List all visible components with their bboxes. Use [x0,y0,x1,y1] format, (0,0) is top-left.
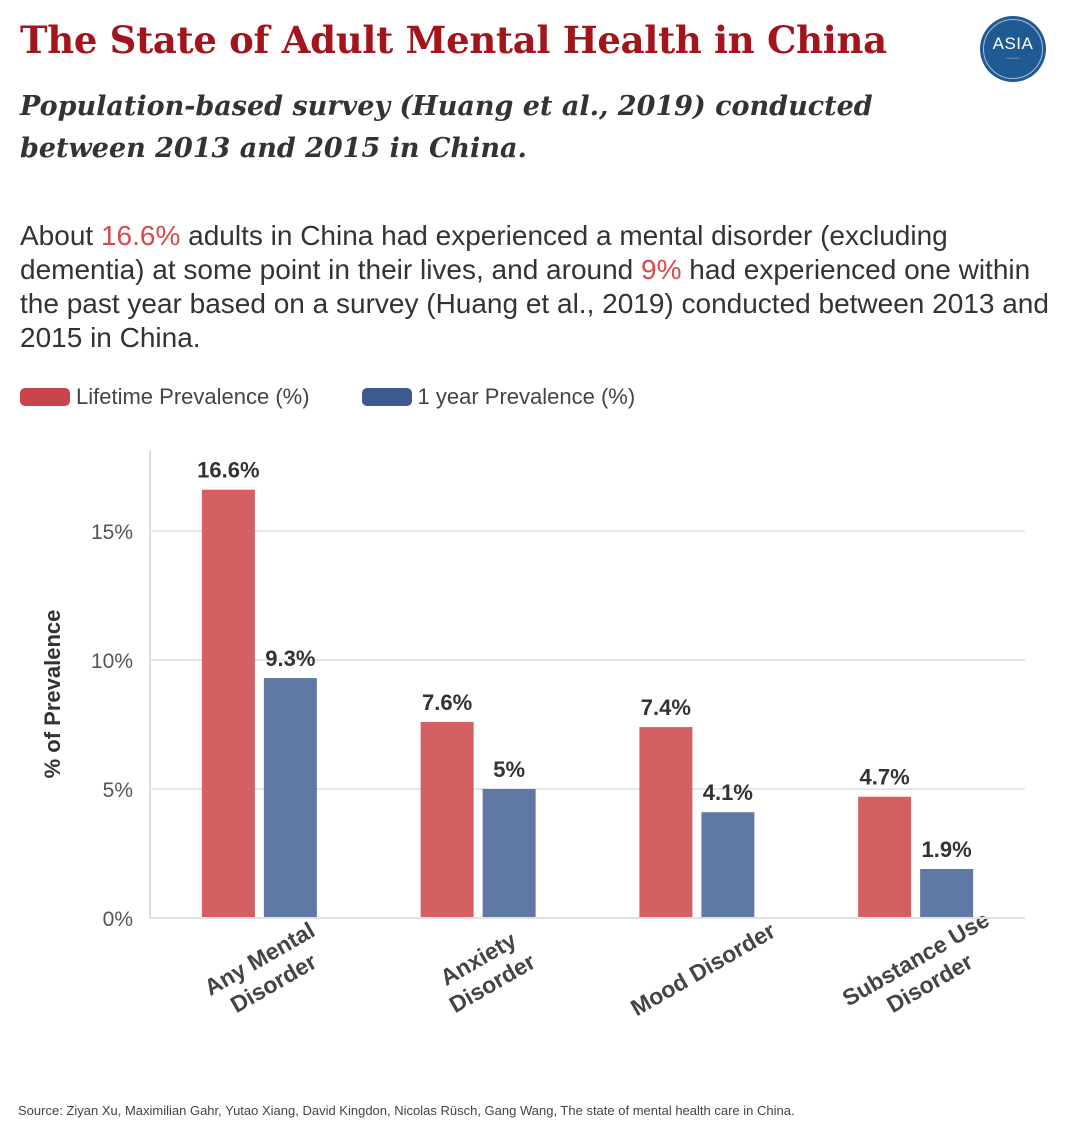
x-tick-label: Any MentalDisorder [200,917,333,1025]
y-tick-label: 0% [103,908,133,931]
bar-one-year [482,789,536,918]
data-label: 7.4% [641,695,691,720]
x-tick-label: Substance UseDisorder [838,906,1008,1035]
page-title: The State of Adult Mental Health in Chin… [20,18,887,62]
prevalence-bar-chart: 0% 5% 10% 15% % of Prevalence 16.6% 9.3% Any Me… [40,450,1025,1035]
intro-highlight-one-year: 9% [641,254,682,285]
data-label: 7.6% [422,690,472,715]
intro-text: had experienced one within the past year… [20,254,1049,353]
intro-text: About [20,220,101,251]
bar-lifetime [201,489,255,918]
bar-lifetime [639,727,693,918]
asia-logo: ASIA •••••••••• [980,16,1046,82]
bar-one-year [701,812,755,918]
x-tick-label: Mood Disorder [626,917,780,1021]
chart-legend: Lifetime Prevalence (%) 1 year Prevalenc… [20,384,687,410]
data-label: 4.7% [860,765,910,790]
data-label: 16.6% [197,458,259,483]
bar-lifetime [420,721,474,918]
data-label: 9.3% [265,646,315,671]
y-tick-label: 10% [91,650,133,673]
legend-swatch-one-year [361,388,412,406]
intro-highlight-lifetime: 16.6% [100,220,181,251]
x-tick-label: AnxietyDisorder [431,924,540,1018]
logo-ring [983,19,1043,79]
logo-tagline-mark: •••••••••• [1006,56,1020,60]
y-tick-label: 15% [91,521,133,544]
bar-lifetime [858,796,912,918]
legend-label-one-year: 1 year Prevalence (%) [417,384,636,409]
data-label: 5% [493,757,525,782]
y-axis-title: % of Prevalence [40,610,65,779]
data-label: 1.9% [922,837,972,862]
bar-one-year [920,868,974,918]
legend-swatch-lifetime [20,388,70,406]
intro-paragraph: About 16.6% adults in China had experien… [20,219,1070,355]
source-note: Source: Ziyan Xu, Maximilian Gahr, Yutao… [18,1103,795,1118]
legend-label-lifetime: Lifetime Prevalence (%) [76,384,310,409]
page-subtitle: Population-based survey (Huang et al., 2… [20,91,873,164]
data-label: 4.1% [703,780,753,805]
bar-one-year [263,678,317,918]
legend-item-one-year: 1 year Prevalence (%) [361,384,636,410]
y-tick-label: 5% [103,779,133,802]
legend-item-lifetime: Lifetime Prevalence (%) [20,384,310,410]
intro-text: adults in China had experienced a mental… [20,220,948,285]
